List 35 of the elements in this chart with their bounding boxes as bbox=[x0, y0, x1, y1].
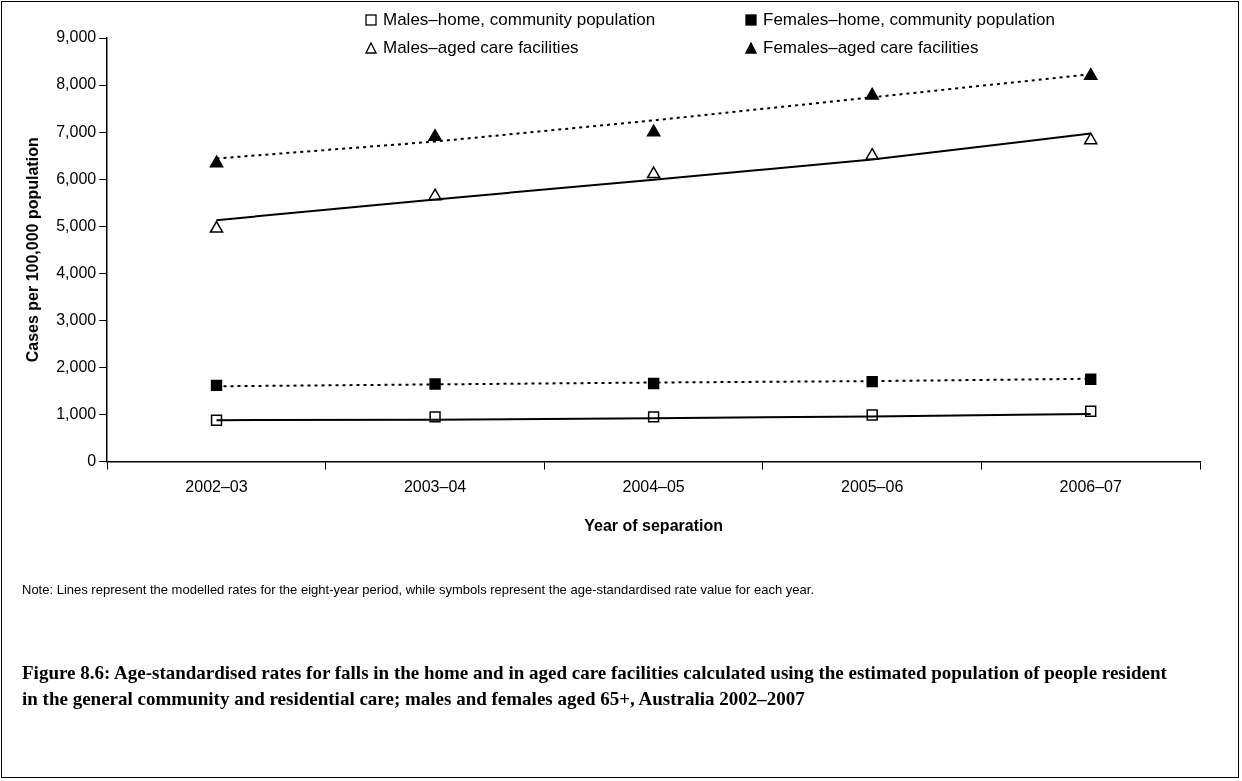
y-tick-label: 5,000 bbox=[56, 216, 97, 234]
y-tick-label: 7,000 bbox=[56, 122, 97, 140]
point bbox=[209, 220, 224, 233]
legend-label: Females–aged care facilities bbox=[763, 38, 979, 58]
y-tick-label: 4,000 bbox=[56, 263, 97, 281]
legend-label: Males–home, community population bbox=[383, 10, 656, 30]
point bbox=[646, 166, 661, 179]
x-tick-label: 2002–03 bbox=[185, 477, 248, 495]
point bbox=[1083, 67, 1098, 80]
legend-label: Females–home, community population bbox=[763, 10, 1055, 30]
point bbox=[866, 375, 878, 388]
x-tick-label: 2006–07 bbox=[1059, 477, 1122, 495]
x-tick-label: 2005–06 bbox=[841, 477, 904, 495]
point bbox=[429, 378, 441, 390]
point bbox=[1085, 373, 1097, 385]
point bbox=[209, 155, 224, 168]
y-tick-label: 0 bbox=[87, 452, 97, 470]
x-tick-label: 2003–04 bbox=[403, 477, 467, 495]
y-tick-label: 8,000 bbox=[56, 75, 97, 93]
text: Note: Lines represent the modelled rates for the eight-year period, while symbols represent the age-standardised rate value for each year. bbox=[22, 582, 814, 597]
point bbox=[865, 87, 879, 100]
point bbox=[646, 124, 661, 137]
y-tick-label: 3,000 bbox=[56, 310, 97, 328]
y-tick-label: 1,000 bbox=[56, 404, 97, 422]
legend-label: Males–aged care facilities bbox=[383, 38, 579, 58]
y-tick-label: 9,000 bbox=[56, 28, 97, 46]
x-axis-title: Year of separation bbox=[584, 516, 723, 534]
point bbox=[428, 129, 442, 142]
y-axis-title: Cases per 100,000 population bbox=[24, 137, 42, 363]
point bbox=[1083, 132, 1098, 145]
x-tick-label: 2004–05 bbox=[622, 477, 685, 495]
point bbox=[210, 379, 223, 392]
text: Figure 8.6: Age-standardised rates for falls in the home and in aged care facilities calculated using the estimated population of people resident in the general community and residential care; males and females aged 65+, Australia 2002–2007 bbox=[22, 661, 1168, 711]
y-tick-label: 2,000 bbox=[56, 357, 97, 375]
y-tick-label: 6,000 bbox=[56, 169, 97, 187]
